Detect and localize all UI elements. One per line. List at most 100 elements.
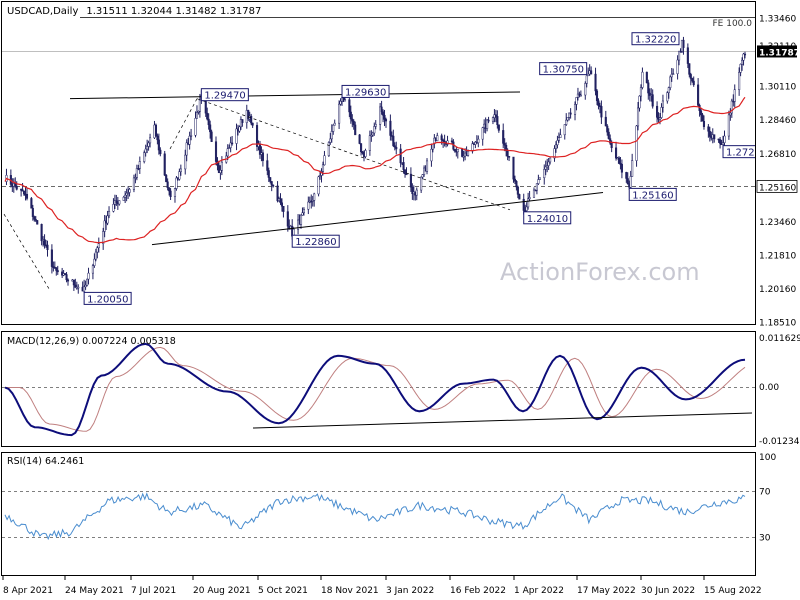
candle-body (647, 82, 650, 94)
candle-body (590, 70, 593, 75)
candle-body (522, 198, 525, 211)
candle-body (389, 120, 392, 136)
candle-body (557, 137, 560, 141)
candle-body (587, 73, 590, 77)
candle-body (497, 124, 500, 131)
candle-body (516, 186, 519, 195)
candle-body (559, 134, 562, 138)
candle-body (228, 147, 231, 149)
price-tick: 1.26810 (759, 150, 796, 160)
rsi-tick: 100 (759, 453, 776, 463)
candle-body (361, 151, 364, 154)
candle-body (609, 138, 612, 144)
candle-body (235, 128, 238, 144)
candle-body (302, 208, 305, 214)
candle-body (197, 111, 200, 113)
candle-body (65, 274, 68, 281)
macd-panel (1, 331, 756, 447)
candle-body (739, 63, 742, 73)
candle-body (686, 47, 689, 64)
x-tick-label: 8 Apr 2021 (3, 586, 53, 596)
price-label: 1.22860 (291, 234, 340, 248)
candle-body (194, 118, 197, 136)
fe-label: FE 100.0 (713, 19, 753, 29)
candle-body (456, 148, 459, 153)
candle-body (311, 200, 314, 202)
candle-body (546, 165, 549, 168)
x-tick-label: 7 Jul 2021 (131, 586, 176, 596)
candle-body (738, 72, 741, 90)
candle-body (743, 53, 747, 56)
candle-body (494, 114, 497, 117)
candle-body (527, 198, 530, 208)
candle-body (317, 176, 320, 195)
candle-body (251, 122, 254, 126)
candle-body (159, 149, 162, 155)
candle-body (600, 106, 603, 118)
candle-body (217, 165, 220, 174)
candle-body (34, 219, 37, 221)
level-tag (756, 179, 798, 193)
candle-body (50, 249, 53, 267)
candle-body (513, 178, 516, 182)
macd-tick: 0.00 (759, 383, 779, 393)
macd-line (4, 342, 746, 437)
candle-body (266, 160, 269, 171)
candle-body (672, 73, 675, 75)
price-label: 1.20050 (83, 291, 132, 305)
candle-body (573, 104, 577, 115)
candle-body (125, 192, 128, 196)
candle-body (351, 118, 354, 122)
candle-body (525, 206, 528, 211)
candle-body (595, 90, 599, 102)
rsi-panel (1, 452, 756, 576)
price-tick: 1.28460 (759, 116, 796, 126)
candle-body (301, 212, 304, 216)
candle-body (209, 124, 212, 133)
candle-body (280, 202, 284, 207)
macd-trendline (252, 412, 753, 429)
candle-body (569, 112, 572, 115)
candle-body (269, 177, 272, 182)
price-tick: 1.33460 (759, 14, 796, 24)
candle-body (383, 114, 386, 120)
candle-body (399, 148, 402, 164)
macd-tick: -0.012348 (759, 437, 800, 447)
price-label: 1.30750 (539, 62, 588, 76)
candle-body (229, 142, 232, 148)
candle-body (173, 188, 177, 198)
svg-text:1.20050: 1.20050 (87, 294, 128, 305)
candle-body (496, 116, 499, 125)
candle-body (270, 181, 273, 186)
candle-body (614, 147, 618, 159)
price-tick: 1.18510 (759, 319, 796, 329)
candle-body (25, 194, 29, 199)
candle-body (128, 189, 131, 193)
candle-body (402, 162, 405, 170)
svg-text:1.25160: 1.25160 (632, 190, 673, 201)
x-tick-label: 24 May 2021 (65, 586, 124, 596)
candle-body (338, 103, 341, 124)
candle-body (184, 154, 187, 170)
candle-body (137, 168, 140, 170)
candle-body (638, 95, 641, 109)
candle-body (713, 134, 716, 140)
candle-body (708, 131, 711, 137)
candle-body (358, 134, 361, 144)
svg-text:1.24010: 1.24010 (527, 214, 568, 225)
candle-body (370, 134, 373, 137)
candle-body (72, 279, 75, 286)
candle-body (543, 169, 546, 178)
candle-body (154, 124, 157, 137)
candle-body (707, 126, 710, 132)
candle-body (669, 76, 672, 88)
candle-body (729, 112, 732, 116)
price-label: 1.24010 (523, 211, 572, 225)
candle-body (84, 284, 87, 288)
price-tick: 1.20160 (759, 285, 796, 295)
candle-body (535, 183, 538, 191)
candle-body (512, 156, 515, 180)
candle-body (626, 178, 629, 184)
candle-body (699, 110, 703, 116)
candle-body (553, 148, 556, 159)
